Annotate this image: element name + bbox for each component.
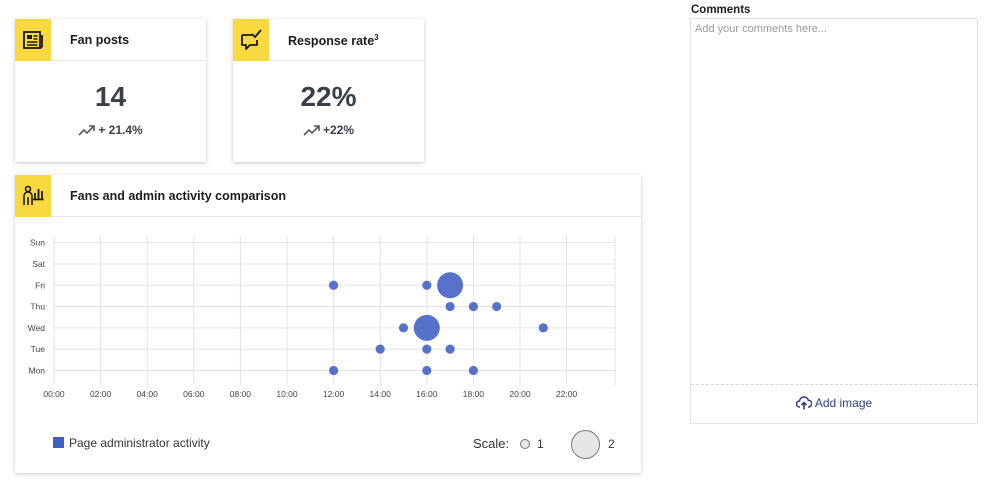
response-rate-title: Response rate3 bbox=[288, 33, 379, 48]
fan-posts-change: + 21.4% bbox=[15, 123, 206, 137]
x-tick-label: 02:00 bbox=[90, 389, 112, 399]
fan-posts-card: Fan posts 14 + 21.4% bbox=[15, 19, 206, 162]
add-image-label: Add image bbox=[814, 396, 873, 410]
x-tick-label: 08:00 bbox=[230, 389, 252, 399]
activity-bubble bbox=[538, 323, 548, 333]
y-tick-label: Sat bbox=[32, 259, 45, 269]
response-rate-change: +22% bbox=[233, 123, 424, 137]
activity-bubble bbox=[445, 344, 455, 354]
y-tick-label: Mon bbox=[28, 365, 45, 375]
activity-bubble bbox=[375, 344, 385, 354]
x-tick-label: 00:00 bbox=[43, 389, 65, 399]
comments-textarea[interactable] bbox=[691, 19, 977, 385]
scale-label: Scale: bbox=[473, 436, 510, 451]
response-rate-title-text: Response rate bbox=[288, 34, 375, 49]
activity-bubble bbox=[445, 301, 455, 312]
y-tick-label: Tue bbox=[31, 344, 46, 354]
chart-legend: Page administrator activity bbox=[53, 436, 210, 450]
x-tick-label: 14:00 bbox=[370, 389, 392, 399]
person-chart-icon bbox=[15, 175, 51, 217]
activity-bubble bbox=[437, 272, 464, 299]
activity-bubble bbox=[468, 365, 478, 376]
activity-bubble bbox=[468, 301, 478, 312]
x-tick-label: 04:00 bbox=[137, 389, 159, 399]
y-tick-label: Thu bbox=[30, 302, 45, 312]
activity-bubble bbox=[422, 280, 432, 290]
response-rate-value: 22% bbox=[300, 81, 357, 112]
comments-label: Comments bbox=[691, 4, 751, 16]
y-tick-label: Fri bbox=[35, 280, 45, 290]
legend-label: Page administrator activity bbox=[69, 436, 210, 450]
x-tick-label: 18:00 bbox=[463, 389, 485, 399]
y-tick-label: Wed bbox=[28, 323, 46, 333]
scale-small-bubble bbox=[520, 439, 530, 449]
add-image-button[interactable]: Add image bbox=[691, 384, 977, 424]
response-rate-change-text: +22% bbox=[322, 123, 355, 137]
x-tick-label: 22:00 bbox=[556, 389, 578, 399]
activity-bubble bbox=[329, 365, 339, 376]
scale-large-bubble bbox=[571, 430, 600, 459]
activity-bubble bbox=[492, 301, 502, 312]
activity-bubble bbox=[398, 323, 409, 333]
fan-posts-card-header: Fan posts bbox=[15, 19, 206, 61]
fan-posts-title: Fan posts bbox=[70, 33, 130, 47]
activity-bubble bbox=[413, 314, 440, 341]
scale-value-2: 2 bbox=[608, 437, 615, 451]
activity-bubble bbox=[422, 344, 432, 354]
fan-posts-value: 14 bbox=[94, 81, 127, 112]
cloud-upload-icon bbox=[795, 396, 813, 410]
y-tick-label: Sun bbox=[30, 238, 45, 248]
newspaper-icon bbox=[15, 19, 51, 61]
x-tick-label: 16:00 bbox=[416, 389, 438, 399]
comments-panel: Add image bbox=[690, 18, 978, 424]
chat-check-icon bbox=[233, 19, 269, 61]
response-rate-card: Response rate3 22% +22% bbox=[233, 19, 424, 162]
response-rate-card-header: Response rate3 bbox=[233, 19, 424, 61]
x-tick-label: 10:00 bbox=[276, 389, 298, 399]
activity-card-header: Fans and admin activity comparison bbox=[15, 175, 641, 217]
x-tick-label: 12:00 bbox=[323, 389, 345, 399]
activity-bubble bbox=[422, 365, 432, 376]
response-rate-footnote: 3 bbox=[374, 33, 379, 42]
x-tick-label: 20:00 bbox=[509, 389, 531, 399]
activity-comparison-card: Fans and admin activity comparison Mon Tu… bbox=[15, 175, 641, 473]
activity-card-title: Fans and admin activity comparison bbox=[70, 189, 287, 203]
x-tick-label: 06:00 bbox=[183, 389, 205, 399]
trending-up-icon bbox=[78, 125, 96, 136]
activity-bubble-chart: Mon Tue Wed Thu Fri Sat Sun 00:00 02:00 04:00 06:0… bbox=[28, 236, 616, 399]
activity-bubble bbox=[329, 280, 339, 290]
scale-value-1: 1 bbox=[537, 437, 544, 451]
legend-swatch bbox=[53, 437, 64, 448]
fan-posts-change-text: + 21.4% bbox=[98, 123, 143, 137]
trending-up-icon bbox=[303, 125, 320, 136]
